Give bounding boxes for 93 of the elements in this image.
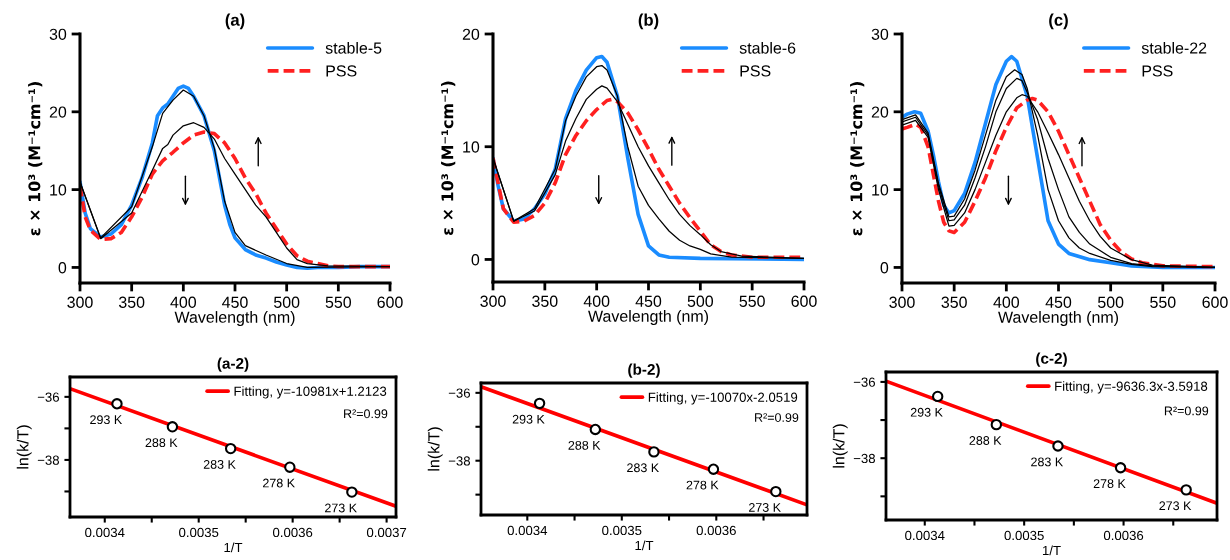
annotation: R²=0.99 <box>755 413 799 422</box>
x-tick-label: 0.0037 <box>366 527 407 538</box>
x-tick-label: 550 <box>739 295 765 307</box>
y-axis-title: ε × 10³ (M⁻¹cm⁻¹) <box>850 82 865 236</box>
x-tick-label: 600 <box>791 295 817 307</box>
legend-label: stable-6 <box>739 41 796 54</box>
annotation: 288 K <box>568 440 601 450</box>
legend-label: Fitting, y=-9636.3x-3.5918 <box>1055 381 1208 394</box>
legend-label: PSS <box>1142 65 1173 77</box>
x-tick-label: 550 <box>1150 296 1176 308</box>
x-tick-label: 500 <box>687 295 714 307</box>
annotation: 278 K <box>1093 479 1126 489</box>
x-tick-label: 300 <box>67 296 93 308</box>
x-axis-title: 1/T <box>1042 545 1061 556</box>
annotation: 278 K <box>686 480 719 490</box>
annotation: 283 K <box>1031 457 1064 467</box>
x-tick-label: 400 <box>583 295 610 307</box>
x-tick-label: 0.0034 <box>507 525 548 536</box>
annotation: 278 K <box>263 478 295 488</box>
x-tick-label: 350 <box>532 295 558 307</box>
x-axis-title: 1/T <box>635 540 654 551</box>
y-tick-label: 20 <box>49 106 67 118</box>
annotation: 288 K <box>969 436 1002 445</box>
y-tick-label: −36 <box>37 392 59 402</box>
y-tick-label: 30 <box>871 28 889 40</box>
y-tick-label: −38 <box>853 453 876 464</box>
x-tick-label: 450 <box>1045 296 1072 308</box>
annotation: 273 K <box>325 503 357 513</box>
x-tick-label: 0.0036 <box>273 527 313 538</box>
annotation: 293 K <box>910 407 943 417</box>
x-axis-title: Wavelength (nm) <box>174 311 295 326</box>
y-axis-title: ln(k/T) <box>427 427 443 471</box>
y-tick-label: −38 <box>448 456 471 466</box>
legend-label: Fitting, y=-10070x-2.0519 <box>648 392 798 405</box>
x-tick-label: 400 <box>993 296 1020 308</box>
x-tick-label: 0.0034 <box>85 527 125 538</box>
y-tick-label: 10 <box>50 184 67 196</box>
legend-label: Fitting, y=-10981x+1.2123 <box>234 386 387 399</box>
x-tick-label: 450 <box>222 296 248 308</box>
legend-label: PSS <box>740 65 771 77</box>
chart-title: (a-2) <box>217 357 249 372</box>
chart-title: (b-2) <box>628 363 660 378</box>
y-axis-title: ln(k/T) <box>832 424 848 468</box>
y-tick-label: 10 <box>463 141 480 153</box>
x-tick-label: 600 <box>1202 296 1228 308</box>
y-axis-title: ln(k/T) <box>16 425 32 469</box>
x-tick-label: 0.0035 <box>602 525 642 536</box>
y-tick-label: −36 <box>853 377 875 387</box>
y-tick-label: −36 <box>448 388 470 398</box>
y-axis-title: ε × 10³ (M⁻¹cm⁻¹) <box>441 81 456 235</box>
legend-label: PSS <box>326 65 357 77</box>
x-tick-label: 350 <box>118 296 145 308</box>
x-tick-label: 350 <box>941 296 967 308</box>
x-tick-label: 400 <box>170 296 197 308</box>
annotation: 283 K <box>627 463 659 473</box>
y-tick-label: 0 <box>58 262 67 274</box>
legend-label: stable-22 <box>1141 41 1207 54</box>
x-tick-label: 450 <box>635 295 662 307</box>
x-tick-label: 300 <box>480 295 506 307</box>
x-tick-label: 550 <box>325 296 352 308</box>
x-tick-label: 0.0035 <box>179 527 219 538</box>
x-tick-label: 0.0035 <box>1004 530 1044 541</box>
chart-title: (c-2) <box>1036 352 1067 367</box>
x-tick-label: 500 <box>273 296 300 308</box>
y-tick-label: 30 <box>49 28 67 40</box>
legend-label: stable-5 <box>325 41 382 54</box>
x-tick-label: 600 <box>377 296 403 308</box>
x-tick-label: 0.0036 <box>1103 530 1144 541</box>
annotation: 293 K <box>90 415 123 425</box>
x-axis-title: Wavelength (nm) <box>998 311 1119 326</box>
y-tick-label: −38 <box>37 455 60 465</box>
x-axis-title: 1/T <box>224 542 243 553</box>
y-tick-label: 20 <box>871 106 889 118</box>
chart-title: (b) <box>638 13 659 30</box>
x-axis-title: Wavelength (nm) <box>588 310 709 325</box>
chart-title: (c) <box>1049 13 1068 30</box>
annotation: R²=0.99 <box>344 409 388 419</box>
x-tick-label: 0.0036 <box>696 525 736 536</box>
annotation: 283 K <box>203 460 236 469</box>
x-tick-label: 0.0034 <box>905 530 945 541</box>
y-tick-label: 0 <box>471 254 480 266</box>
y-tick-label: 10 <box>872 184 889 196</box>
y-tick-label: 20 <box>462 28 480 40</box>
annotation: 293 K <box>512 414 545 424</box>
x-tick-label: 300 <box>889 296 915 308</box>
annotation: 273 K <box>1159 501 1192 511</box>
annotation: 288 K <box>145 438 178 448</box>
y-axis-title: ε × 10³ (M⁻¹cm⁻¹) <box>28 82 43 236</box>
y-tick-label: 0 <box>880 262 889 274</box>
x-tick-label: 500 <box>1097 296 1124 308</box>
annotation: R²=0.99 <box>1164 406 1209 416</box>
chart-title: (a) <box>225 13 245 30</box>
annotation: 273 K <box>749 503 781 512</box>
